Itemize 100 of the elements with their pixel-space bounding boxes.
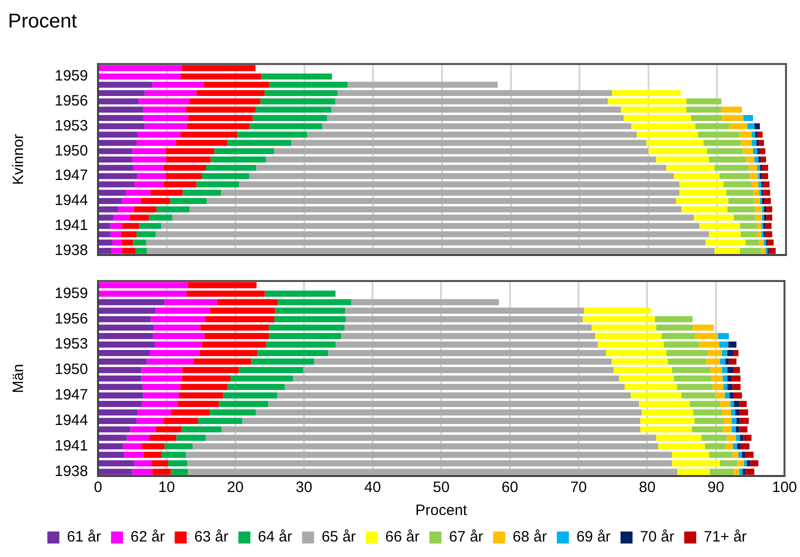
bar <box>164 443 193 450</box>
bar <box>708 452 732 458</box>
bar <box>162 452 186 458</box>
bar <box>672 452 709 458</box>
bar <box>266 156 656 162</box>
bar <box>692 426 723 432</box>
bar <box>752 148 758 154</box>
bar <box>142 384 180 390</box>
bar <box>686 106 722 113</box>
bar <box>204 333 269 340</box>
bar <box>126 190 150 196</box>
bar <box>251 358 314 365</box>
legend-label: 65 år <box>322 528 356 546</box>
bar <box>122 198 141 204</box>
bar <box>256 409 642 416</box>
bar <box>261 73 332 80</box>
bar <box>284 384 625 390</box>
bar <box>146 248 714 254</box>
bar <box>99 460 134 466</box>
bar <box>728 198 754 204</box>
bar <box>737 460 744 466</box>
y-tick-label: 1956 <box>54 92 88 110</box>
bar <box>112 248 122 254</box>
bar <box>196 90 264 96</box>
bar <box>202 173 250 180</box>
y-axis-title: Män <box>10 364 28 394</box>
bar <box>152 82 204 88</box>
bar <box>742 148 753 154</box>
bar <box>732 452 738 458</box>
bar <box>99 206 118 212</box>
bar <box>186 452 672 458</box>
bar <box>740 418 749 424</box>
bar <box>346 316 583 322</box>
bar <box>172 214 694 221</box>
bar <box>122 222 140 229</box>
bar <box>216 299 278 306</box>
x-tick-label: 60 <box>502 479 518 496</box>
bar <box>722 114 744 121</box>
bar <box>739 426 748 432</box>
bar <box>682 392 716 399</box>
bar <box>150 316 206 322</box>
bar <box>763 190 770 196</box>
bar <box>141 375 182 382</box>
bar <box>99 375 142 382</box>
bar <box>99 409 138 416</box>
bar <box>186 290 265 297</box>
bar <box>614 366 672 374</box>
bar <box>762 164 768 171</box>
bar <box>766 206 772 212</box>
bar <box>99 198 122 204</box>
bar <box>182 190 222 196</box>
bar <box>277 392 631 399</box>
bar <box>210 409 256 416</box>
bar <box>755 206 762 212</box>
bar <box>99 132 138 138</box>
bar <box>703 140 741 146</box>
bar <box>156 206 190 212</box>
bar <box>112 240 122 246</box>
bar <box>740 434 744 441</box>
bar <box>256 106 332 113</box>
bar <box>758 132 763 138</box>
bar <box>740 443 750 450</box>
bar <box>728 358 736 365</box>
bar <box>182 375 230 382</box>
bar <box>196 181 240 188</box>
bar <box>156 231 709 238</box>
bar <box>99 173 138 180</box>
bar <box>712 384 724 390</box>
bar <box>148 214 172 221</box>
bar <box>99 418 136 424</box>
bar <box>743 434 752 441</box>
bar <box>733 366 740 374</box>
bar <box>170 409 210 416</box>
bar <box>99 282 188 288</box>
bar <box>180 73 262 80</box>
bar <box>750 460 758 466</box>
bar <box>740 248 762 254</box>
bar <box>214 148 274 154</box>
bar <box>760 156 766 162</box>
bar <box>699 342 720 348</box>
bar <box>757 222 762 229</box>
bar <box>750 173 758 180</box>
bar <box>268 400 639 407</box>
bar <box>345 308 584 314</box>
bar <box>121 240 134 246</box>
bar <box>708 350 722 356</box>
bar <box>176 434 206 441</box>
bar <box>723 384 728 390</box>
bar <box>269 82 348 88</box>
bar <box>674 173 720 180</box>
bar <box>99 140 137 146</box>
bar <box>686 98 722 104</box>
bar <box>144 90 196 96</box>
bar <box>743 114 753 121</box>
bar <box>99 452 124 458</box>
bar <box>640 418 695 424</box>
bar <box>163 164 206 171</box>
bar <box>719 342 728 348</box>
bar <box>99 308 156 314</box>
bar <box>720 400 730 407</box>
